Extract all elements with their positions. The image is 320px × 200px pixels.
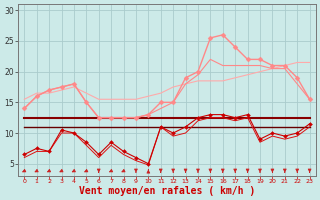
X-axis label: Vent moyen/en rafales ( km/h ): Vent moyen/en rafales ( km/h ) <box>79 186 255 196</box>
